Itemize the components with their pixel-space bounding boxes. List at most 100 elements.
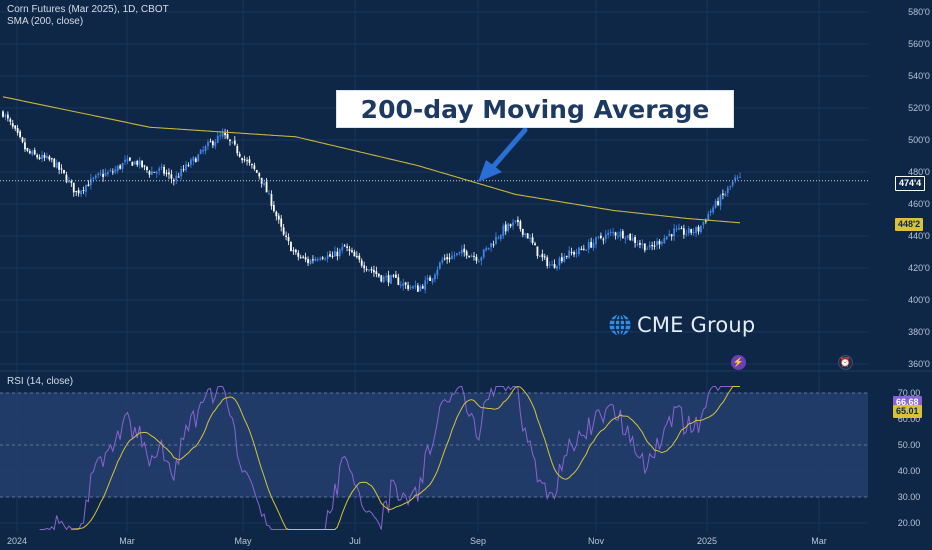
candle [14,125,17,129]
candle [326,255,329,259]
candle [387,275,390,283]
callout-box: 200-day Moving Average [336,90,734,128]
candle [548,264,551,266]
x-tick-label: May [234,536,252,546]
candle [587,242,590,250]
candle [243,159,246,161]
candle [238,153,241,157]
candle [304,257,307,260]
candle [50,158,53,160]
indicator-label: SMA (200, close) [7,16,84,27]
candle [490,243,492,248]
candle [297,252,300,257]
candle [41,154,43,160]
candle [546,257,549,267]
candle [199,149,202,154]
candle [314,258,317,261]
candle [612,232,614,234]
cme-globe-icon [609,313,631,337]
candle [107,172,109,175]
candle [524,233,527,236]
candle [2,111,4,117]
candle [509,224,512,227]
candle [504,224,507,232]
logo-text: CME Group [637,313,756,337]
candle [419,286,422,291]
candle [150,171,153,175]
candle [89,178,92,185]
candle [111,171,114,173]
candle [636,244,639,246]
candle [185,164,187,171]
lightning-icon[interactable]: ⚡ [731,355,746,370]
candle [87,184,90,187]
candle [712,207,715,213]
candle [619,231,622,237]
candle [375,271,378,275]
x-tick-label: Jul [349,536,361,546]
candle [312,259,314,261]
candle [43,154,46,158]
candle [653,245,656,247]
candle [287,237,290,242]
candle [692,232,695,234]
candle [597,236,600,238]
x-tick-label: 2025 [697,536,717,546]
candle [590,241,593,248]
candle [19,131,21,138]
candle [263,183,266,186]
candle [258,173,261,177]
candle [704,220,707,222]
rsi-label: RSI (14, close) [7,376,74,387]
price-tick-label: 380'0 [908,327,930,337]
candle [351,250,353,253]
candle [543,256,546,258]
candle [463,248,466,253]
candle [397,277,400,285]
candle [121,163,124,169]
candle [341,246,344,251]
candle [58,162,61,170]
candle [685,233,688,235]
candle [124,159,126,162]
candle [114,169,117,173]
candle [319,258,322,260]
candle [280,218,283,227]
candle [421,286,424,289]
candle [538,255,541,257]
candle [182,169,185,171]
callout-text: 200-day Moving Average [360,94,710,124]
candle [551,264,553,266]
candle [190,159,192,165]
candle [399,284,402,286]
candle [221,132,224,137]
candle [353,251,356,257]
candle [531,237,534,243]
candle [722,193,724,196]
candle [80,190,82,195]
candle [4,114,7,117]
candle [31,151,34,155]
alarm-clock-icon[interactable]: ⏰ [838,355,853,370]
candle [275,211,278,217]
candle [582,248,585,250]
candle [536,246,539,256]
candle [621,231,624,239]
x-tick-label: Mar [811,536,827,546]
candle [85,185,87,193]
candle [204,146,207,152]
candle [563,256,566,263]
candle [211,141,214,146]
candle [346,246,348,248]
candle [48,156,51,160]
candle [700,225,702,233]
candle [595,237,597,245]
candle [116,166,119,172]
candle [270,194,273,207]
x-tick-label: Mar [119,536,135,546]
candle [434,274,436,280]
candle [521,228,524,235]
candle [473,255,475,257]
candle [153,171,156,173]
